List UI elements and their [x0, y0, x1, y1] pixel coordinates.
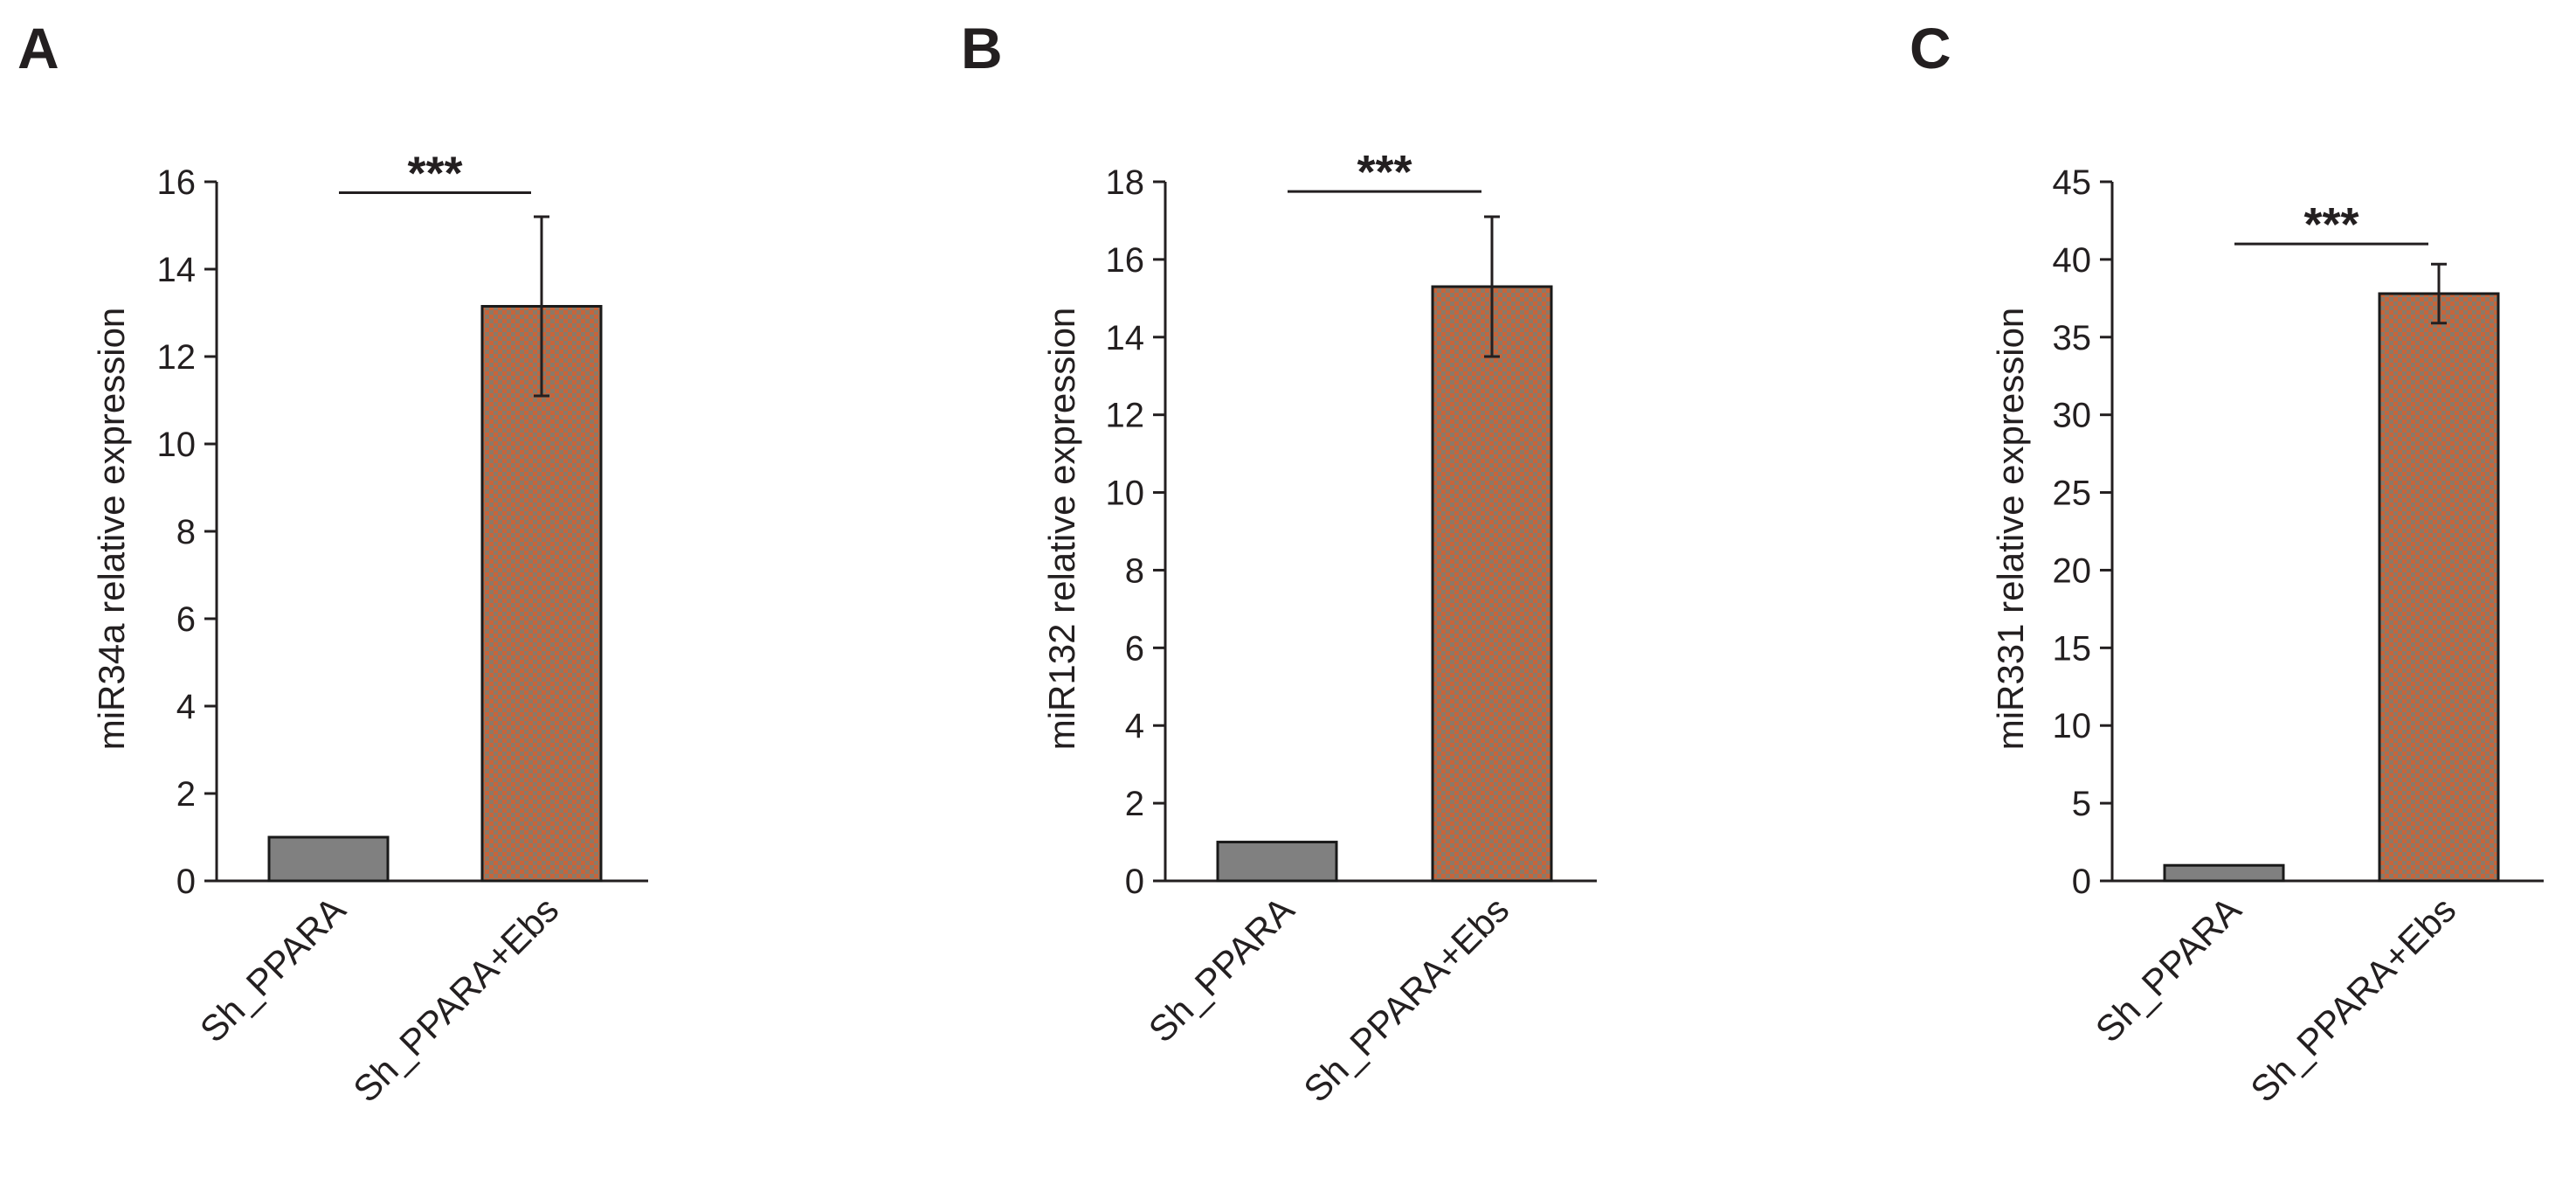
panel-letter-a: A — [17, 16, 59, 80]
category-label: Sh_PPARA+Ebs — [1295, 889, 1516, 1110]
y-tick-label: 4 — [1125, 707, 1144, 745]
panel-a: A miR34a relative expression 0 2 4 6 8 10 12 14… — [17, 16, 648, 1110]
y-tick-label: 16 — [157, 163, 197, 202]
category-labels-c: Sh_PPARA Sh_PPARA+Ebs — [2088, 889, 2464, 1110]
significance-label-b: *** — [1357, 146, 1412, 198]
y-tick-label: 2 — [176, 775, 196, 814]
category-labels-a: Sh_PPARA Sh_PPARA+Ebs — [192, 889, 567, 1110]
y-tick-label: 10 — [1106, 475, 1145, 513]
y-tick-label: 10 — [157, 426, 197, 464]
y-tick-label: 0 — [176, 863, 196, 901]
y-tick-label: 8 — [176, 513, 196, 551]
panel-letter-c: C — [1910, 16, 1951, 80]
ticks-b: 0 2 4 6 8 10 12 14 16 18 — [1106, 163, 1165, 901]
y-axis-label-c: miR331 relative expression — [1990, 308, 2031, 751]
y-tick-label: 12 — [157, 338, 197, 377]
bar-control — [1216, 841, 1338, 883]
y-tick-label: 0 — [2072, 863, 2091, 901]
y-axis-label-a: miR34a relative expression — [91, 308, 132, 751]
category-labels-b: Sh_PPARA Sh_PPARA+Ebs — [1141, 889, 1517, 1110]
y-tick-label: 30 — [2053, 397, 2092, 435]
y-tick-label: 8 — [1125, 551, 1144, 590]
y-tick-label: 0 — [1125, 863, 1144, 901]
bar-treated — [1431, 285, 1553, 883]
y-tick-label: 6 — [1125, 629, 1144, 668]
y-tick-label: 5 — [2072, 785, 2091, 823]
bar-treated — [480, 305, 603, 883]
bars-a — [267, 305, 603, 883]
significance-a: *** — [339, 148, 531, 200]
y-tick-label: 14 — [157, 251, 197, 289]
category-label: Sh_PPARA — [1141, 889, 1302, 1050]
y-tick-label: 18 — [1106, 163, 1145, 202]
y-tick-label: 45 — [2053, 163, 2092, 202]
error-bars-a — [534, 215, 549, 398]
ticks-c: 0 5 10 15 20 25 30 35 40 45 — [2053, 163, 2112, 901]
y-tick-label: 15 — [2053, 629, 2092, 668]
category-label: Sh_PPARA+Ebs — [2242, 889, 2463, 1110]
error-bars-b — [1484, 215, 1500, 358]
significance-c: *** — [2234, 198, 2428, 251]
y-tick-label: 35 — [2053, 319, 2092, 357]
category-label: Sh_PPARA+Ebs — [345, 889, 566, 1110]
y-tick-label: 20 — [2053, 551, 2092, 590]
y-tick-label: 2 — [1125, 785, 1144, 823]
category-label: Sh_PPARA — [192, 889, 354, 1050]
y-tick-label: 12 — [1106, 397, 1145, 435]
panel-c: C miR331 relative expression 0 5 10 15 20 25 3… — [1910, 16, 2544, 1110]
category-label: Sh_PPARA — [2088, 889, 2249, 1050]
y-tick-label: 14 — [1106, 319, 1145, 357]
significance-label-a: *** — [407, 148, 462, 200]
error-bars-c — [2431, 262, 2447, 325]
bars-c — [2163, 292, 2500, 883]
bars-b — [1216, 285, 1553, 883]
bar-control — [2163, 863, 2285, 883]
y-axis-label-b: miR132 relative expression — [1041, 308, 1082, 751]
bar-control — [267, 835, 390, 883]
y-tick-label: 40 — [2053, 241, 2092, 280]
panel-letter-b: B — [961, 16, 1003, 80]
y-tick-label: 6 — [176, 600, 196, 639]
significance-label-c: *** — [2303, 198, 2358, 251]
y-tick-label: 10 — [2053, 707, 2092, 745]
bar-treated — [2378, 292, 2500, 883]
y-tick-label: 25 — [2053, 475, 2092, 513]
significance-b: *** — [1288, 146, 1481, 198]
panel-b: B miR132 relative expression 0 2 4 6 8 10 12 14… — [961, 16, 1597, 1110]
ticks-a: 0 2 4 6 8 10 12 14 16 — [157, 163, 217, 901]
y-tick-label: 16 — [1106, 241, 1145, 280]
y-tick-label: 4 — [176, 688, 196, 726]
